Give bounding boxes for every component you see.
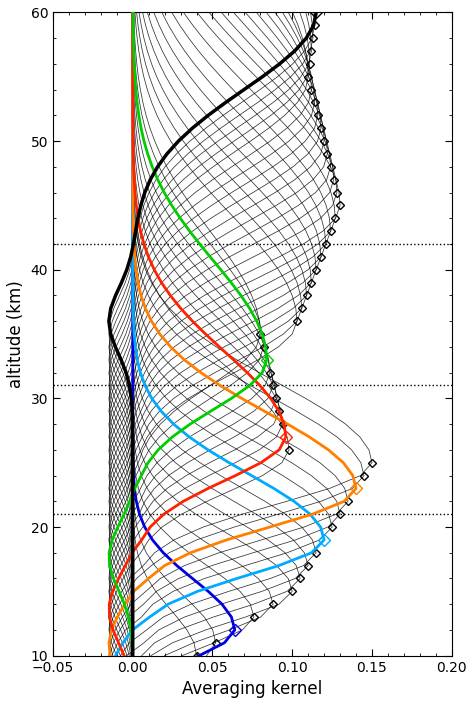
Y-axis label: altitude (km): altitude (km) <box>7 280 25 388</box>
X-axis label: Averaging kernel: Averaging kernel <box>182 680 322 698</box>
